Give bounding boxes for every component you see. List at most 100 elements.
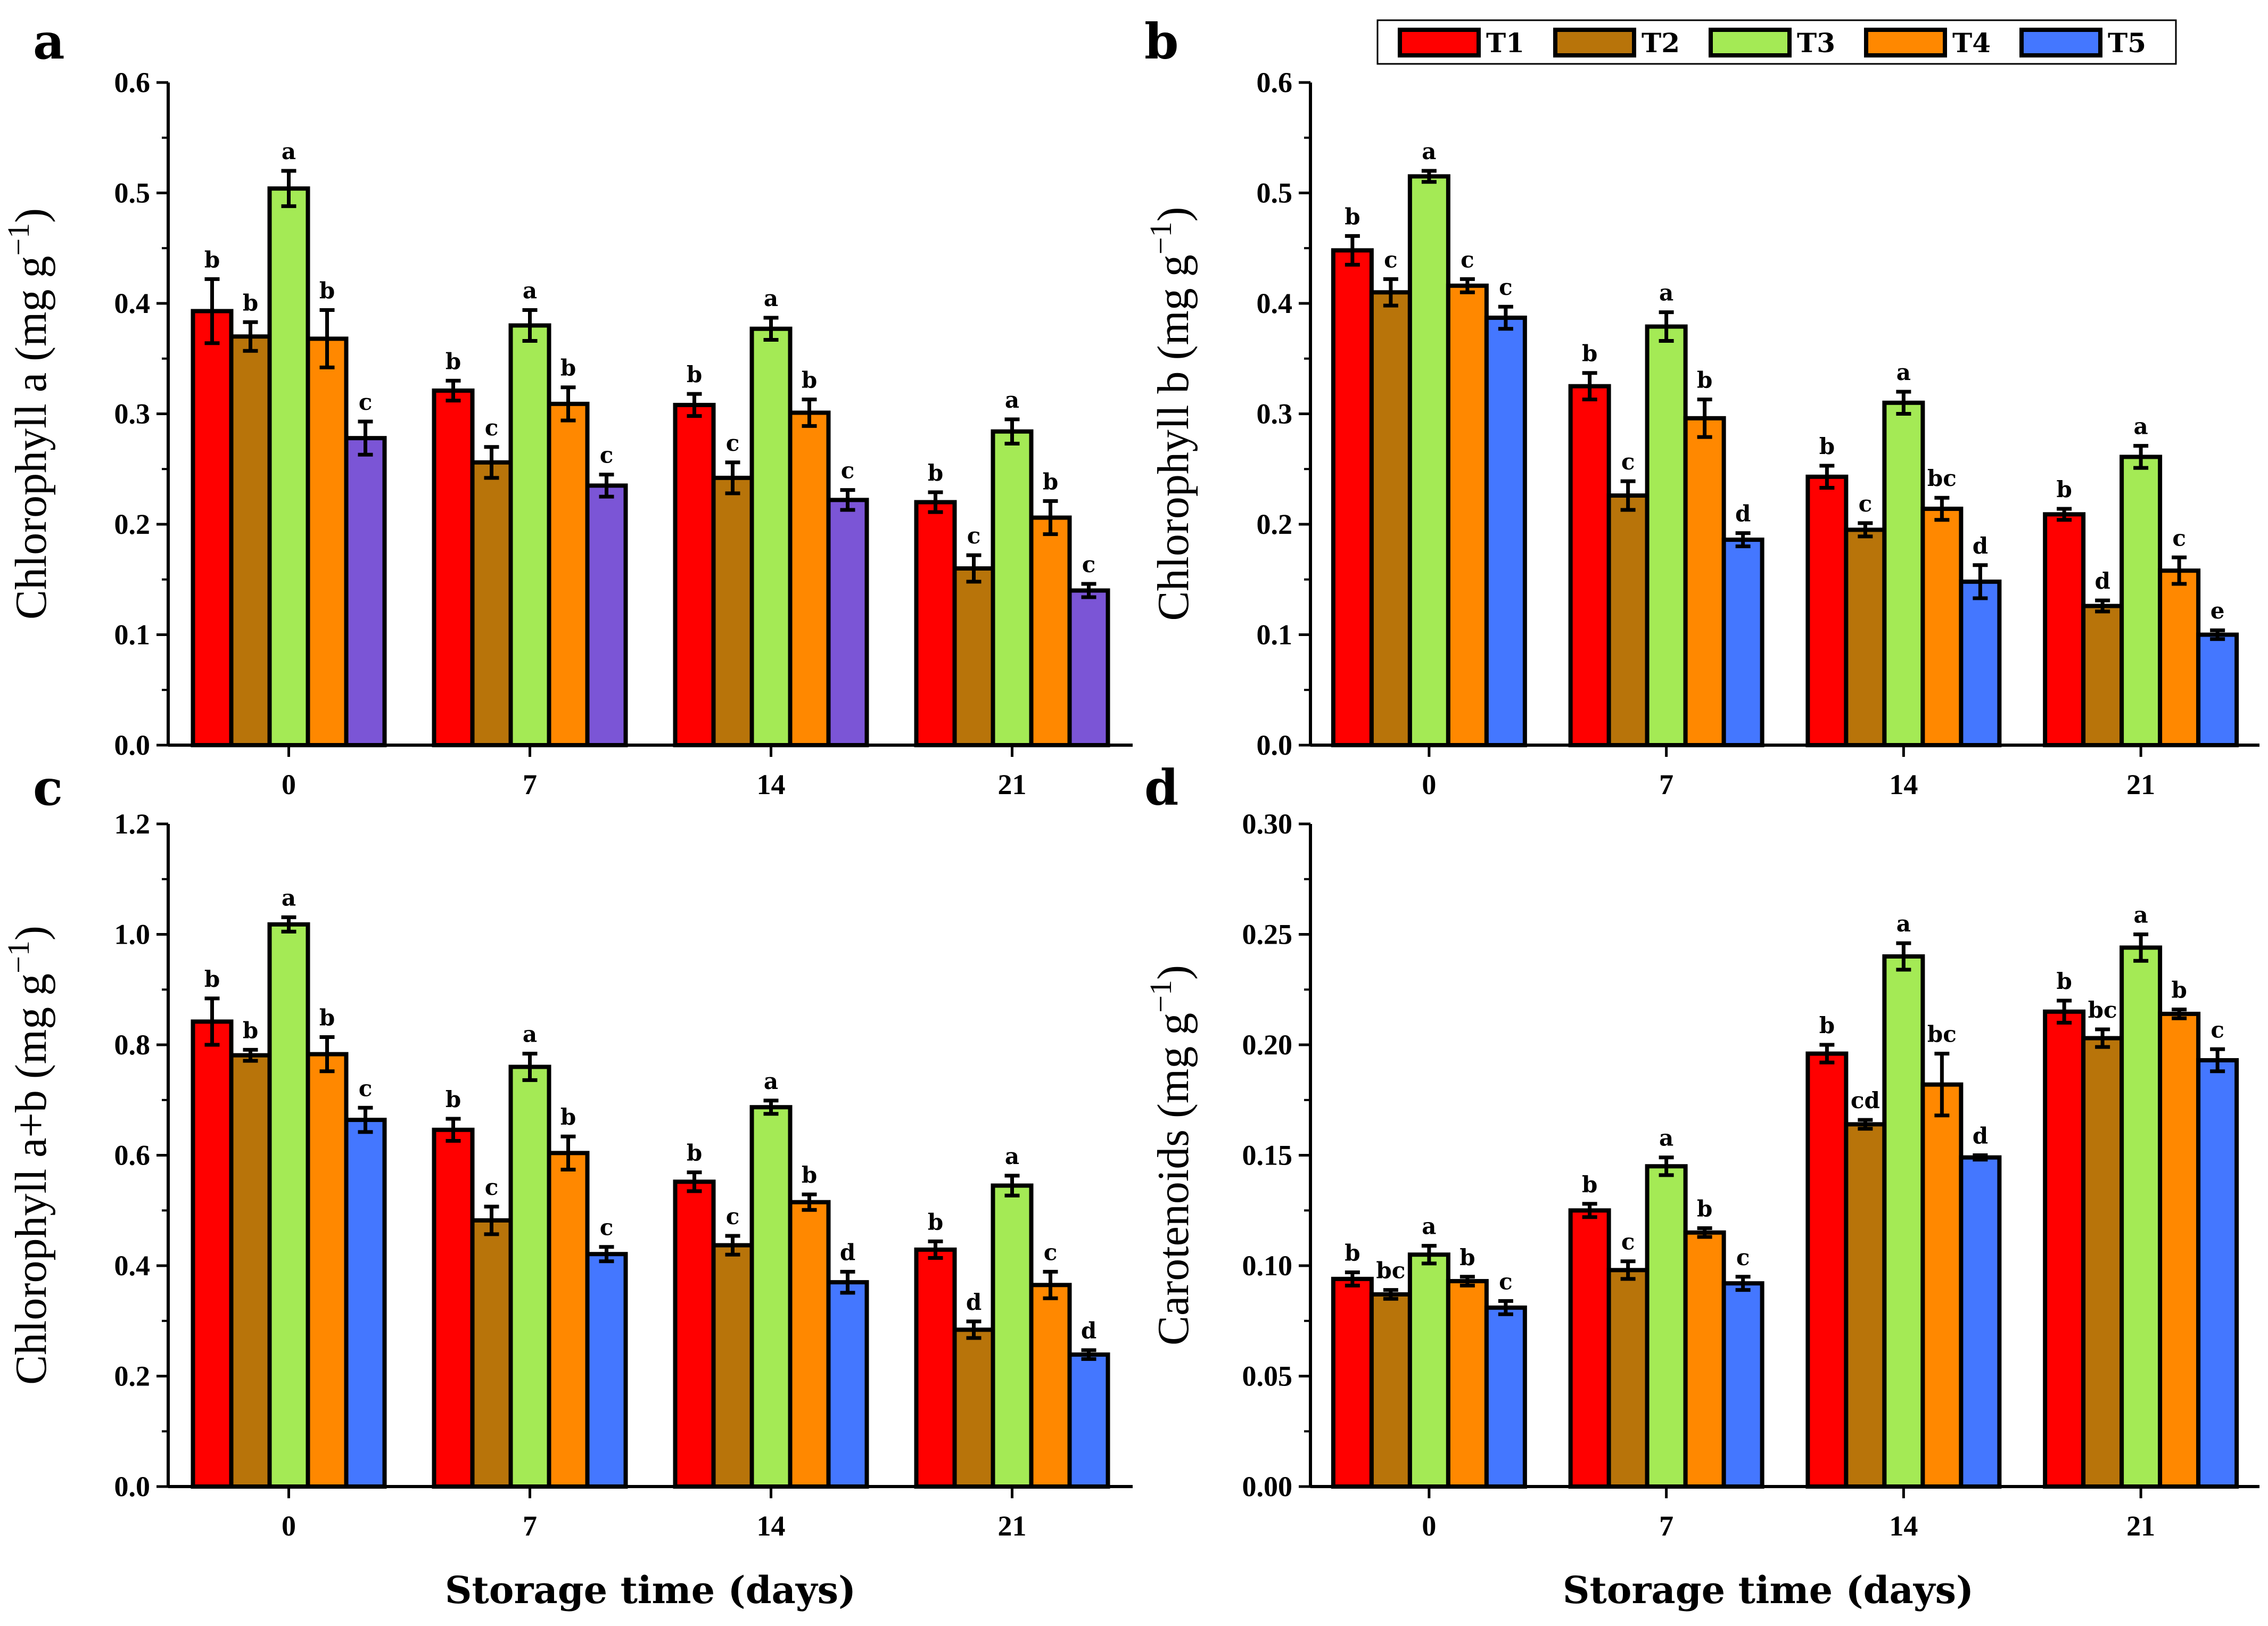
significance-letter: c	[2211, 1017, 2224, 1043]
significance-letter: a	[523, 1021, 537, 1047]
y-tick-label: 0.05	[1242, 1360, 1293, 1392]
bar-t5	[1067, 1352, 1110, 1489]
bar-t4	[1683, 1230, 1726, 1489]
x-tick-label: 7	[523, 1510, 537, 1542]
significance-letter: c	[485, 415, 499, 441]
bar-t4	[1920, 506, 1964, 747]
significance-letter: c	[2172, 525, 2186, 551]
significance-letter: b	[1697, 367, 1712, 393]
significance-letter: d	[966, 1289, 982, 1315]
y-tick-label: 1.0	[114, 919, 151, 951]
significance-letter: a	[1005, 1143, 1019, 1169]
x-tick-label: 0	[282, 769, 296, 800]
legend: T1 T2 T3 T4 T5	[1376, 19, 2177, 65]
bar-t2	[470, 1218, 513, 1489]
bar-t5	[1067, 588, 1110, 747]
y-axis-label: Chlorophyll a+b (mg g−1)	[1, 926, 56, 1385]
bar-t2	[1844, 1122, 1887, 1489]
bar-t5	[585, 483, 628, 747]
y-tick-label: 0.20	[1242, 1029, 1293, 1061]
x-tick-label: 14	[757, 769, 786, 800]
significance-letter: c	[600, 442, 614, 468]
bar-t1	[1331, 1276, 1374, 1489]
bar-t2	[952, 566, 995, 747]
bar-t2	[1606, 1268, 1650, 1489]
significance-letter: b	[560, 1104, 576, 1130]
significance-letter: b	[1819, 433, 1835, 459]
bar-t3	[749, 326, 793, 747]
x-tick-label: 0	[1422, 769, 1436, 800]
significance-letter: c	[1621, 1229, 1635, 1255]
bar-t5	[585, 1252, 628, 1489]
y-tick-label: 1.2	[114, 808, 151, 840]
significance-letter: b	[446, 348, 461, 374]
panel-letter: c	[33, 759, 63, 816]
bar-t5	[2196, 632, 2239, 747]
significance-letter: bc	[1927, 465, 1957, 491]
y-tick-label: 0.6	[114, 67, 151, 98]
bar-t3	[508, 323, 551, 747]
bar-t4	[1446, 283, 1489, 747]
bar-t3	[1882, 954, 1925, 1489]
significance-letter: c	[359, 1075, 373, 1101]
significance-letter: cd	[1851, 1087, 1880, 1113]
significance-letter: b	[2056, 476, 2072, 502]
significance-letter: b	[802, 367, 817, 393]
y-tick-label: 0.25	[1242, 919, 1293, 951]
bar-t1	[432, 388, 475, 747]
significance-letter: c	[1621, 449, 1635, 475]
legend-swatch-t5	[2019, 28, 2102, 57]
legend-label: T2	[1642, 27, 1680, 59]
significance-letter: c	[1044, 1239, 1058, 1265]
y-tick-label: 0.0	[114, 729, 151, 761]
significance-letter: a	[764, 1068, 778, 1094]
panel-letter: a	[33, 13, 65, 70]
significance-letter: b	[928, 1209, 943, 1235]
bar-t5	[1959, 579, 2002, 748]
significance-letter: b	[446, 1086, 461, 1112]
bar-t2	[1606, 493, 1650, 747]
significance-letter: d	[1081, 1318, 1096, 1344]
bar-t4	[1446, 1279, 1489, 1489]
significance-letter: bc	[1376, 1258, 1405, 1284]
significance-letter: a	[1896, 911, 1911, 937]
bar-t1	[432, 1127, 475, 1489]
bar-t2	[952, 1327, 995, 1489]
significance-letter: c	[359, 389, 373, 415]
bar-t1	[1805, 1051, 1849, 1489]
significance-letter: b	[1345, 1240, 1360, 1266]
significance-letter: c	[1082, 551, 1096, 577]
legend-swatch-t3	[1709, 28, 1792, 57]
significance-letter: bc	[1927, 1021, 1957, 1047]
significance-letter: a	[1422, 1214, 1436, 1240]
x-tick-label: 21	[2126, 769, 2155, 800]
bar-t5	[344, 1118, 387, 1489]
bar-t3	[749, 1105, 793, 1489]
bar-t2	[711, 475, 754, 747]
bar-t2	[1369, 290, 1412, 747]
significance-letter: b	[2056, 968, 2072, 994]
bar-t2	[2081, 604, 2124, 748]
bar-t1	[914, 500, 957, 747]
significance-letter: c	[485, 1174, 499, 1200]
legend-label: T4	[1952, 27, 1991, 59]
y-tick-label: 0.5	[1257, 177, 1293, 209]
x-tick-label: 14	[1889, 1510, 1918, 1542]
significance-letter: b	[319, 1004, 335, 1030]
bar-t3	[1645, 1164, 1688, 1489]
significance-letter: a	[1005, 387, 1019, 413]
bar-t1	[1568, 384, 1611, 747]
legend-label: T3	[1797, 27, 1835, 59]
bar-t4	[788, 1200, 831, 1489]
significance-letter: a	[764, 285, 778, 311]
significance-letter: b	[802, 1162, 817, 1188]
significance-letter: a	[1659, 1125, 1673, 1151]
bar-t3	[991, 1183, 1034, 1489]
bar-t5	[826, 1280, 869, 1489]
significance-letter: b	[204, 246, 220, 273]
significance-letter: c	[967, 523, 981, 549]
bar-t2	[711, 1243, 754, 1489]
bar-t5	[344, 436, 387, 747]
bar-t3	[1645, 324, 1688, 747]
significance-letter: c	[726, 1203, 740, 1229]
